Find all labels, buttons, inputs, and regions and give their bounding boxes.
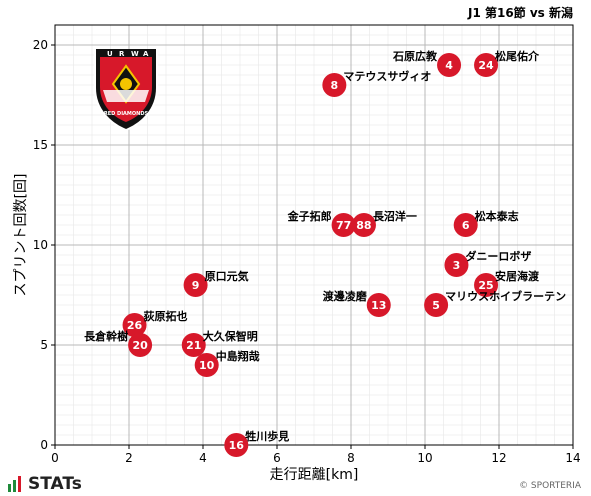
player-marker [194,353,219,377]
player-name-label: 長倉幹樹 [84,329,128,343]
data-points: 4 24 8 77 88 6 3 25 9 13 5 26 20 21 10 16 石原広教 松尾佑介マテウスサヴ… [84,49,566,457]
y-tick-label: 15 [33,138,48,152]
player-marker [181,333,206,357]
player-number: 88 [356,219,371,232]
x-tick-label: 10 [417,451,432,465]
player-name-label: 渡邊凌磨 [323,289,368,303]
player-marker [474,53,499,77]
player-marker [122,313,147,337]
player-point: 6 [453,213,478,237]
player-marker [224,433,249,457]
copyright-text: © SPORTERIA [519,481,581,491]
player-point: 21 [181,333,206,357]
logo-text: RED DIAMONDS [104,111,149,117]
player-point: 5 [424,293,449,317]
player-number: 4 [445,59,453,72]
stats-brand-logo: STATs [8,474,82,494]
logo-letter: A [143,50,149,58]
player-point: 4 [437,53,462,77]
player-name-label: 中島翔哉 [216,349,260,363]
x-axis-label: 走行距離[km] [270,466,359,483]
player-marker [453,213,478,237]
player-number: 25 [478,279,493,292]
player-point: 8 [322,73,347,97]
player-point: 20 [128,333,153,357]
player-number: 10 [199,359,215,372]
player-name-label: 牲川歩見 [245,429,289,443]
player-marker [366,293,391,317]
player-marker [128,333,153,357]
player-name-label: 松本泰志 [475,209,519,223]
player-name-label: 石原広教 [392,49,438,63]
y-axis-ticks: 0 5 10 15 20 [33,38,55,452]
player-point: 9 [183,273,208,297]
plot-frame [54,24,574,446]
player-name-label: 金子拓郎 [287,209,332,223]
logo-letter: W [131,50,139,58]
player-marker [444,253,469,277]
x-tick-label: 14 [565,451,580,465]
player-number: 8 [331,79,339,92]
player-point: 16 [224,433,249,457]
player-name-label: 原口元気 [205,269,249,283]
y-tick-label: 20 [33,38,48,52]
player-number: 13 [371,299,386,312]
player-number: 6 [462,219,470,232]
player-point: 10 [194,353,219,377]
logo-letter: R [119,50,125,58]
player-marker [474,273,499,297]
player-point: 24 [474,53,499,77]
player-number: 5 [432,299,440,312]
y-tick-label: 10 [33,238,48,252]
major-grid [54,25,574,446]
player-name-label: マリウスホイブラーテン [445,289,566,303]
player-number: 16 [229,439,245,452]
y-axis-label: スプリント回数[回] [13,174,29,297]
player-number: 24 [478,59,494,72]
player-point: 3 [444,253,469,277]
player-name-label: 安居海渡 [495,269,540,283]
y-tick-label: 0 [40,438,48,452]
player-marker [437,53,462,77]
x-axis-ticks: 0 2 4 6 8 10 12 14 [51,445,581,465]
player-marker [183,273,208,297]
player-number: 3 [453,259,461,272]
player-point: 13 [366,293,391,317]
player-name-label: 長沼洋一 [373,209,417,223]
y-tick-label: 5 [40,338,48,352]
player-marker [331,213,356,237]
x-tick-label: 12 [491,451,506,465]
player-number: 9 [192,279,200,292]
player-number: 26 [127,319,143,332]
player-number: 77 [336,219,351,232]
chart-title: J1 第16節 vs 新潟 [467,5,573,20]
player-point: 26 [122,313,147,337]
x-tick-label: 0 [51,451,59,465]
x-tick-label: 4 [199,451,207,465]
logo-letter: U [107,50,113,58]
player-marker [322,73,347,97]
player-name-label: ダニーロボザ [465,249,531,263]
player-number: 20 [132,339,148,352]
player-name-label: 大久保智明 [203,329,258,343]
player-number: 21 [186,339,201,352]
brand-name: STATs [28,474,82,494]
x-tick-label: 2 [125,451,133,465]
x-tick-label: 6 [273,451,281,465]
player-marker [424,293,449,317]
player-point: 88 [351,213,376,237]
player-point: 25 [474,273,499,297]
player-marker [351,213,376,237]
player-point: 77 [331,213,356,237]
player-name-label: マテウスサヴィオ [343,69,431,83]
bars-icon [8,476,23,492]
player-name-label: 荻原拓也 [144,309,188,323]
club-emblem-logo: U R W A RED DIAMONDS [94,49,158,132]
x-tick-label: 8 [347,451,355,465]
player-name-label: 松尾佑介 [495,49,540,63]
